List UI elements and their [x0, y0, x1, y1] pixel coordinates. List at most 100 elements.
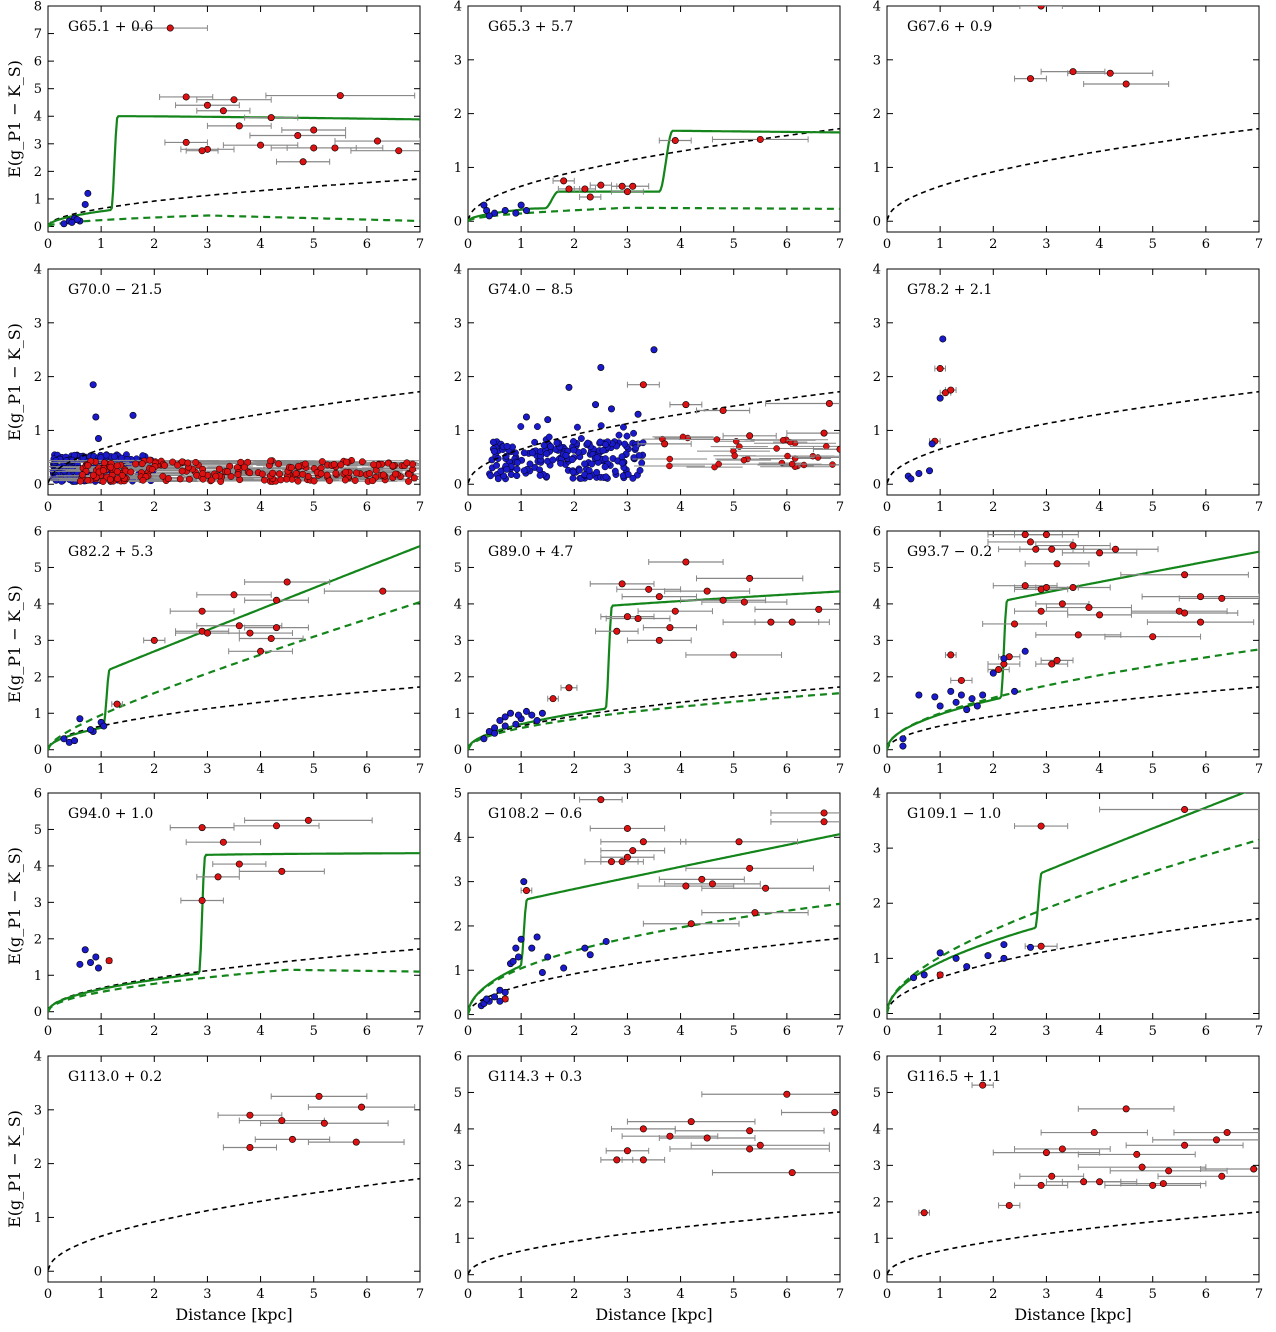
green-solid-curve [468, 590, 840, 751]
red-point [823, 443, 830, 450]
blue-point [638, 459, 646, 467]
x-tick-label: 0 [44, 500, 52, 515]
y-tick-label: 5 [34, 561, 42, 576]
x-tick-label: 6 [363, 500, 371, 515]
red-point [687, 920, 695, 928]
red-point [618, 580, 626, 588]
red-point [107, 463, 115, 471]
ticks: 0 1 2 3 4 5 6 7 0 1 2 3 4 [873, 0, 1263, 252]
y-tick-label: 3 [873, 53, 881, 68]
panel-14: 0 1 2 3 4 5 6 7 0 1 2 3 4 5 6 G114.3 + 0.3 [454, 1050, 844, 1303]
y-tick-label: 5 [34, 82, 42, 97]
blue-point [517, 201, 525, 209]
plot-area [468, 1090, 840, 1275]
red-point [597, 181, 605, 189]
blue-point [618, 453, 626, 461]
red-point [1042, 531, 1050, 539]
red-point [634, 614, 642, 622]
x-tick-label: 0 [44, 237, 52, 252]
x-tick-label: 7 [836, 1024, 844, 1039]
red-point [230, 96, 238, 104]
y-tick-label: 0 [873, 478, 881, 493]
x-tick-label: 0 [883, 762, 891, 777]
blue-point [639, 439, 647, 447]
blue-point [984, 952, 992, 960]
red-point [565, 684, 573, 692]
panel-4: 0 1 2 3 4 5 6 7 0 1 2 3 4 G70.0 − 21.5 [34, 263, 424, 516]
blue-point [979, 691, 987, 699]
blue-point [496, 997, 504, 1005]
green-solid-curve [48, 115, 420, 228]
red-point [767, 618, 775, 626]
x-tick-label: 4 [1095, 762, 1103, 777]
x-tick-label: 7 [416, 500, 424, 515]
y-tick-label: 3 [454, 1159, 462, 1174]
red-point [719, 596, 727, 604]
red-point [836, 445, 840, 453]
x-tick-label: 0 [464, 1287, 472, 1302]
plot-area [887, 531, 1259, 751]
red-point [783, 1090, 791, 1098]
red-point [246, 1143, 254, 1151]
blue-point [570, 438, 577, 445]
red-point [114, 475, 122, 483]
x-tick-label: 6 [1202, 1287, 1210, 1302]
blue-point [963, 706, 971, 714]
y-tick-label: 5 [873, 561, 881, 576]
blue-point [592, 401, 600, 409]
y-tick-label: 3 [34, 634, 42, 649]
x-tick-label: 3 [1042, 237, 1050, 252]
red-point [113, 700, 121, 708]
blue-point [522, 707, 530, 715]
blue-point [87, 958, 95, 966]
y-tick-label: 3 [454, 875, 462, 890]
red-point [746, 432, 754, 440]
x-tick-label: 4 [1095, 1024, 1103, 1039]
red-point [762, 884, 770, 892]
x-tick-label: 4 [256, 500, 264, 515]
blue-point [621, 440, 629, 448]
red-point [1159, 1180, 1167, 1188]
red-point [1048, 1172, 1056, 1180]
y-tick-label: 3 [873, 316, 881, 331]
green-dashed-curve [468, 902, 840, 1015]
red-point [751, 909, 759, 917]
blue-point [513, 459, 521, 467]
red-point [666, 462, 673, 470]
black-dashed-curve [48, 948, 420, 1012]
y-tick-label: 5 [454, 787, 462, 802]
blue-point [511, 449, 519, 457]
plot-frame [886, 530, 1260, 758]
plot-frame [47, 792, 421, 1020]
y-tick-label: 0 [454, 1008, 462, 1023]
y-tick-label: 4 [34, 263, 42, 278]
red-point [623, 824, 631, 832]
red-point [1058, 1145, 1066, 1153]
red-point [1218, 594, 1226, 602]
blue-point [501, 713, 509, 721]
y-tick-label: 1 [873, 1232, 881, 1247]
red-point [277, 476, 285, 484]
red-point [565, 185, 573, 193]
x-tick-label: 0 [883, 237, 891, 252]
y-tick-label: 0 [454, 743, 462, 758]
x-axis-label: Distance [kpc] [175, 1305, 292, 1324]
red-point [1037, 1181, 1045, 1189]
red-point [410, 474, 418, 482]
plot-area [48, 24, 420, 228]
red-point [185, 475, 193, 483]
red-point [687, 1118, 695, 1126]
y-tick-label: 2 [454, 107, 462, 122]
x-tick-label: 1 [97, 762, 105, 777]
y-tick-label: 0 [454, 1268, 462, 1283]
x-tick-label: 7 [416, 1024, 424, 1039]
plot-area [468, 558, 840, 751]
y-axis-label: E(g_P1 − K_S) [5, 60, 24, 178]
blue-point [512, 209, 520, 217]
red-point [304, 816, 312, 824]
ticks: 0 1 2 3 4 5 6 7 0 1 2 3 4 [873, 787, 1263, 1040]
x-tick-label: 5 [1149, 500, 1157, 515]
x-tick-label: 7 [836, 762, 844, 777]
blue-point [602, 473, 610, 481]
panel-title: G93.7 − 0.2 [907, 544, 992, 560]
